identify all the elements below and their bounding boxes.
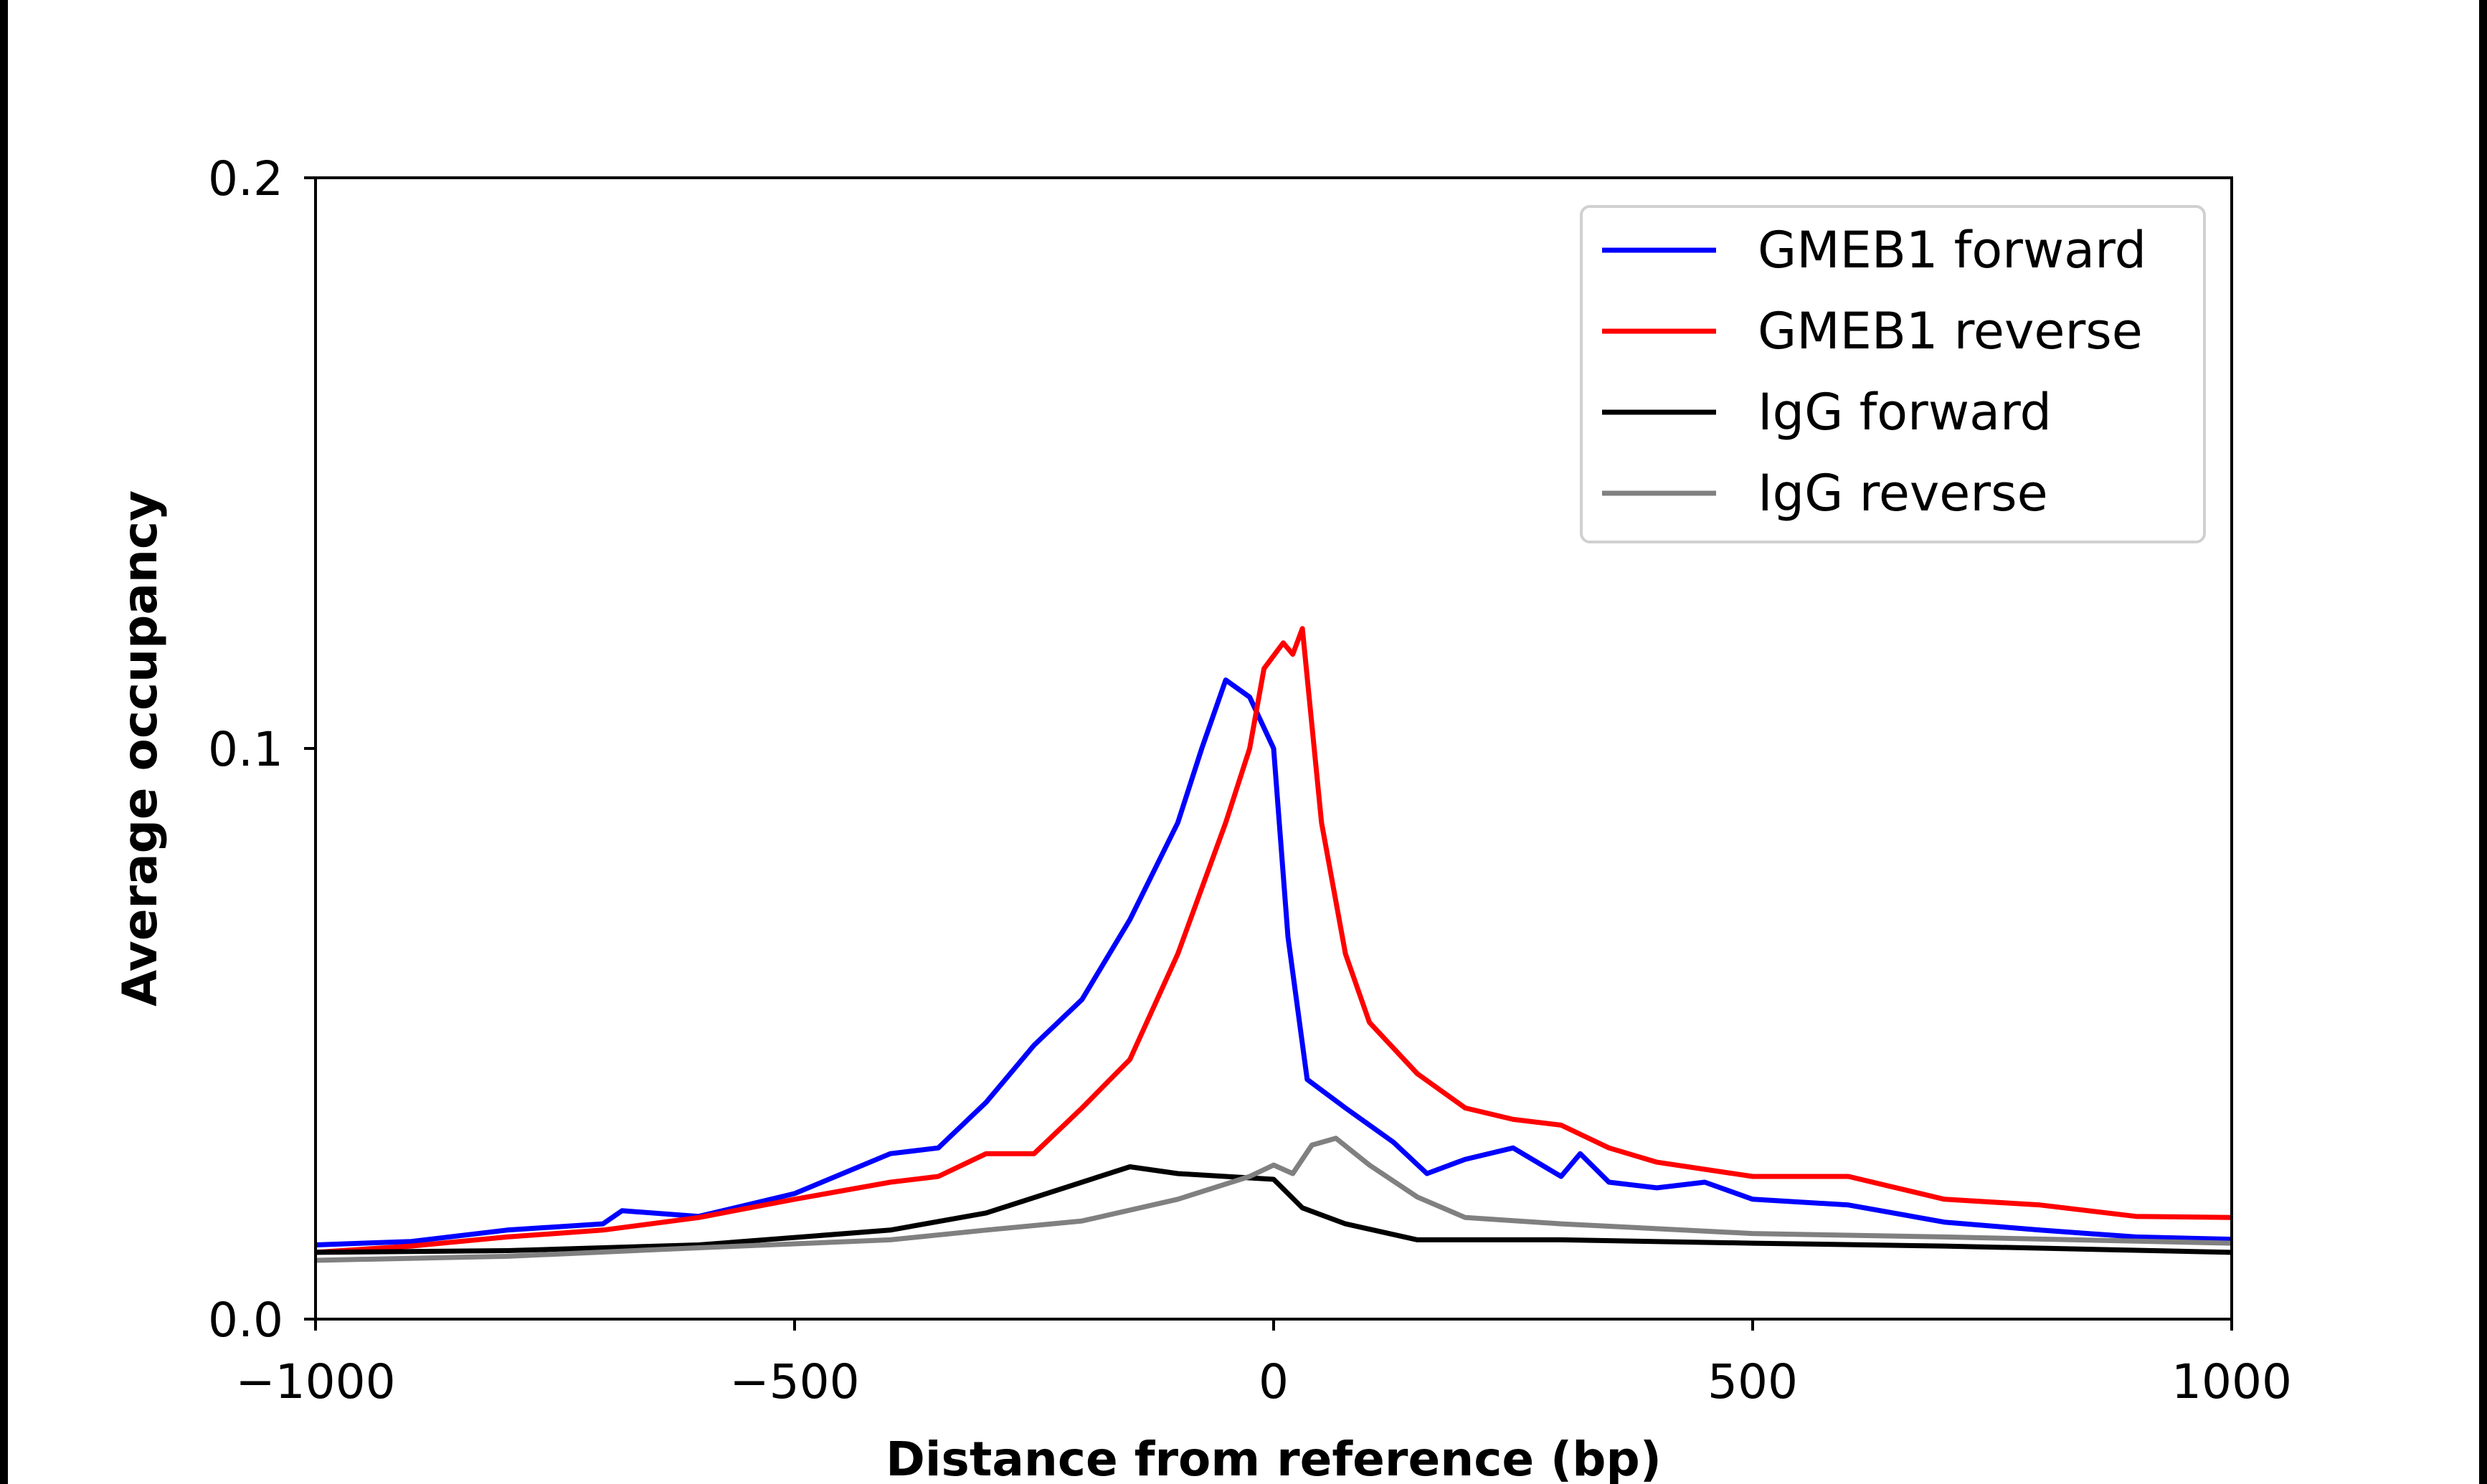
y-tick-label: 0.1: [208, 722, 283, 777]
legend-box: [1580, 205, 2206, 543]
x-tick-label: 1000: [2171, 1354, 2292, 1409]
y-tick-label: 0.0: [208, 1293, 283, 1348]
legend-entry: IgG reverse: [1602, 464, 2048, 523]
x-tick-label: 500: [1707, 1354, 1798, 1409]
legend-label: IgG forward: [1758, 383, 2052, 442]
legend: GMEB1 forward GMEB1 reverse IgG forward IgG…: [1580, 205, 2206, 543]
series-line-igg-reverse: [315, 1136, 2232, 1263]
legend-entry: IgG forward: [1602, 383, 2052, 442]
series-line-gmeb1-forward: [315, 677, 2232, 1247]
right-edge-bar: [2479, 0, 2487, 1484]
legend-entry: GMEB1 forward: [1602, 221, 2146, 280]
x-axis-label: Distance from reference (bp): [886, 1432, 1662, 1484]
left-edge-bar: [0, 0, 8, 1484]
legend-label: IgG reverse: [1758, 464, 2048, 523]
series-line-igg-forward: [315, 1164, 2232, 1255]
x-tick-label: 0: [1259, 1354, 1289, 1409]
series-line-gmeb1-reverse: [315, 626, 2232, 1255]
legend-label: GMEB1 reverse: [1758, 302, 2143, 361]
x-tick-label: −500: [729, 1354, 859, 1409]
series-layer: [315, 626, 2232, 1263]
x-tick-label: −1000: [235, 1354, 395, 1409]
ticks-layer: −1000 −500 0 500 1000 0.0 0.1 0.2: [208, 151, 2292, 1409]
y-axis-label: Average occupancy: [113, 490, 168, 1007]
legend-entry: GMEB1 reverse: [1602, 302, 2143, 361]
y-tick-label: 0.2: [208, 151, 283, 206]
legend-label: GMEB1 forward: [1758, 221, 2146, 280]
